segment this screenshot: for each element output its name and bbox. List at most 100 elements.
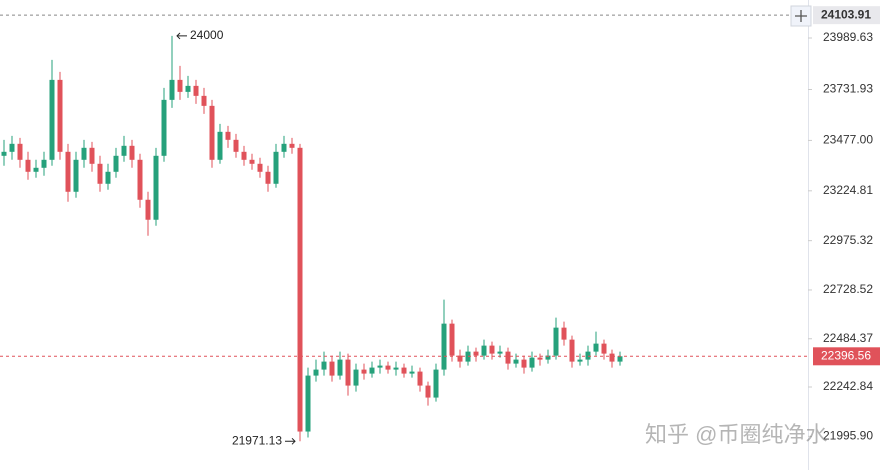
candle-body [401,367,407,374]
candle-body [73,159,79,192]
candle-body [361,369,367,374]
candle-body [377,365,383,368]
y-tick-label: 23731.93 [823,82,873,96]
candle-body [577,359,583,362]
candle-body [425,385,431,398]
candle-body [537,357,543,360]
high-annotation: 24000 [190,28,224,42]
candle-body [217,131,223,160]
candle-body [241,151,247,160]
y-tick-label: 22242.84 [823,379,873,393]
y-tick-label: 22484.37 [823,331,873,345]
candle-body [97,163,103,184]
candle-body [281,143,287,152]
y-tick-label: 21995.90 [823,429,873,443]
candle-body [385,365,391,370]
candle-body [113,155,119,172]
candle-body [65,151,71,192]
candle-body [289,143,295,148]
candle-body [417,371,423,386]
candle-body [297,147,303,432]
arrow [176,32,187,40]
reference-price-box [813,6,880,25]
candle-body [521,359,527,368]
candle-body [169,79,175,100]
y-tick-label: 23224.81 [823,183,873,197]
candle-body [529,357,535,368]
candle-body [449,323,455,356]
candle-body [145,199,151,220]
candle-body [201,95,207,106]
candle-body [257,163,263,172]
candle-body [57,79,63,152]
candle-body [89,147,95,164]
candle-body [273,151,279,184]
candle-body [41,159,47,168]
candle-body [121,145,127,156]
candle-body [249,159,255,164]
candle-body [569,339,575,362]
candle-body [369,367,375,374]
candle-body [601,343,607,354]
candle-body [225,131,231,140]
candle-body [33,167,39,172]
candle-body [545,355,551,360]
candle-body [497,351,503,354]
candle-body [457,355,463,362]
candle-body [513,359,519,364]
candles [1,35,623,442]
candle-body [481,345,487,356]
candle-body [153,155,159,220]
candle-body [353,369,359,386]
candle-body [305,375,311,432]
watermark: 知乎 @币圈纯净水 [645,422,827,447]
candle-body [9,143,15,152]
y-tick-label: 23989.63 [823,30,873,44]
y-tick-label: 22975.32 [823,233,873,247]
last-price-label: 22396.56 [821,348,871,362]
plus-icon [795,10,807,22]
candle-body [49,79,55,160]
last-price-box [813,347,880,366]
candle-body [617,356,623,362]
candle-body [81,147,87,160]
candle-body [473,351,479,356]
candle-body [585,351,591,360]
candle-body [129,145,135,160]
candle-body [593,343,599,352]
candle-body [17,143,23,160]
candle-body [609,353,615,362]
overlay: 24103.91 22396.56 24000 21971.13 [0,6,880,447]
candle-body [313,369,319,376]
candle-body [321,361,327,370]
candle-body [393,367,399,370]
candle-body [193,85,199,96]
candle-body [505,351,511,364]
y-tick-label: 22728.52 [823,282,873,296]
candle-body [185,85,191,92]
candle-body [489,345,495,354]
candle-body [1,151,7,156]
y-tick-label: 23477.00 [823,133,873,147]
candle-body [561,327,567,340]
candle-body [265,171,271,184]
candle-body [209,105,215,160]
candle-body [137,159,143,200]
candle-body [441,323,447,370]
candle-body [25,159,31,172]
crosshair-button[interactable] [790,5,812,27]
arrow [285,437,296,445]
candle-body [409,371,415,374]
reference-price-label: 24103.91 [821,7,871,21]
candle-body [553,327,559,356]
candle-body [329,361,335,376]
y-axis: 23989.63 23731.93 23477.00 23224.81 22975.32… [808,30,873,443]
candle-body [105,171,111,184]
candle-body [433,369,439,398]
low-annotation: 21971.13 [232,433,282,447]
candle-body [337,359,343,376]
candle-body [233,139,239,152]
candle-body [161,99,167,156]
